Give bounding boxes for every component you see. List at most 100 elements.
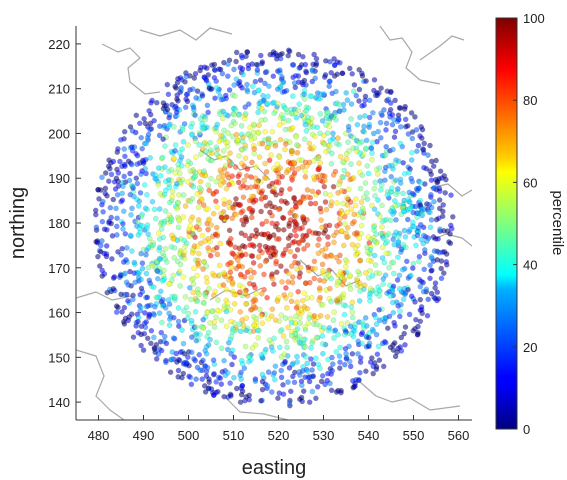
- data-point: [397, 140, 404, 147]
- data-point: [161, 267, 167, 274]
- data-point: [216, 138, 223, 145]
- data-point: [250, 83, 256, 90]
- data-point: [331, 335, 337, 341]
- data-point: [319, 302, 326, 308]
- data-point: [321, 278, 327, 284]
- data-point: [221, 357, 227, 364]
- data-point: [409, 135, 416, 142]
- data-point: [182, 203, 189, 209]
- data-point: [306, 124, 313, 130]
- data-point: [328, 387, 335, 394]
- data-point: [154, 294, 161, 301]
- data-point: [361, 194, 367, 201]
- data-point: [304, 360, 310, 367]
- data-point: [416, 276, 422, 283]
- data-point: [413, 127, 420, 133]
- data-point: [233, 49, 240, 56]
- data-point: [280, 382, 286, 388]
- data-point: [244, 88, 251, 95]
- data-point: [309, 388, 316, 395]
- data-point: [427, 142, 433, 149]
- data-point: [275, 395, 281, 401]
- data-point: [421, 140, 427, 147]
- data-point: [258, 313, 264, 319]
- data-point: [395, 233, 402, 240]
- data-point: [393, 217, 399, 223]
- data-point: [359, 340, 365, 347]
- data-point: [309, 131, 316, 138]
- data-point: [319, 261, 326, 268]
- data-point: [149, 198, 156, 205]
- data-point: [243, 301, 249, 307]
- data-point: [388, 173, 394, 180]
- data-point: [425, 152, 431, 158]
- data-point: [372, 179, 378, 186]
- data-point: [126, 177, 133, 184]
- data-point: [160, 221, 167, 227]
- data-point: [336, 102, 343, 108]
- data-point: [203, 274, 210, 281]
- data-point: [289, 332, 295, 339]
- data-point: [249, 214, 255, 221]
- data-point: [145, 231, 151, 237]
- colorbar-tick-label: 20: [523, 340, 537, 355]
- data-point: [208, 175, 214, 182]
- data-point: [387, 100, 394, 106]
- data-point: [286, 400, 293, 406]
- data-point: [354, 278, 360, 284]
- data-point: [333, 349, 340, 355]
- data-point: [231, 82, 237, 88]
- data-point: [308, 345, 314, 351]
- data-point: [205, 72, 212, 78]
- data-point: [155, 165, 162, 171]
- data-point: [269, 389, 275, 395]
- data-point: [259, 378, 266, 385]
- data-point: [184, 179, 191, 185]
- data-point: [228, 318, 234, 325]
- data-point: [194, 298, 201, 304]
- data-point: [364, 249, 371, 255]
- data-point: [253, 61, 260, 68]
- data-point: [294, 149, 301, 156]
- data-point: [350, 175, 357, 181]
- data-point: [344, 209, 351, 216]
- data-point: [169, 193, 176, 200]
- data-point: [213, 78, 219, 84]
- data-point: [162, 164, 168, 170]
- data-point: [275, 179, 282, 186]
- data-point: [240, 284, 246, 291]
- data-point: [288, 388, 294, 395]
- data-point: [327, 142, 333, 149]
- data-point: [130, 334, 137, 340]
- data-point: [301, 220, 308, 226]
- colorbar-tick-label: 80: [523, 93, 537, 108]
- data-point: [281, 351, 288, 357]
- data-point: [202, 139, 208, 146]
- data-point: [248, 307, 254, 313]
- data-point: [119, 190, 125, 197]
- data-point: [266, 157, 273, 164]
- data-point: [177, 283, 183, 289]
- data-point: [240, 243, 246, 249]
- data-point: [286, 223, 292, 229]
- data-point: [416, 185, 422, 192]
- data-point: [139, 265, 146, 272]
- data-point: [215, 388, 221, 395]
- data-point: [129, 205, 135, 212]
- data-point: [360, 128, 366, 135]
- data-point: [291, 238, 298, 245]
- data-point: [356, 86, 363, 93]
- data-point: [103, 253, 110, 260]
- data-point: [417, 283, 424, 290]
- data-point: [239, 54, 245, 61]
- data-point: [121, 208, 127, 214]
- data-point: [365, 257, 372, 264]
- data-point: [355, 242, 361, 249]
- data-point: [342, 361, 348, 368]
- data-point: [371, 238, 378, 244]
- data-point: [422, 247, 428, 253]
- data-point: [207, 139, 214, 146]
- data-point: [373, 231, 379, 237]
- data-point: [356, 98, 362, 104]
- data-point: [357, 114, 363, 121]
